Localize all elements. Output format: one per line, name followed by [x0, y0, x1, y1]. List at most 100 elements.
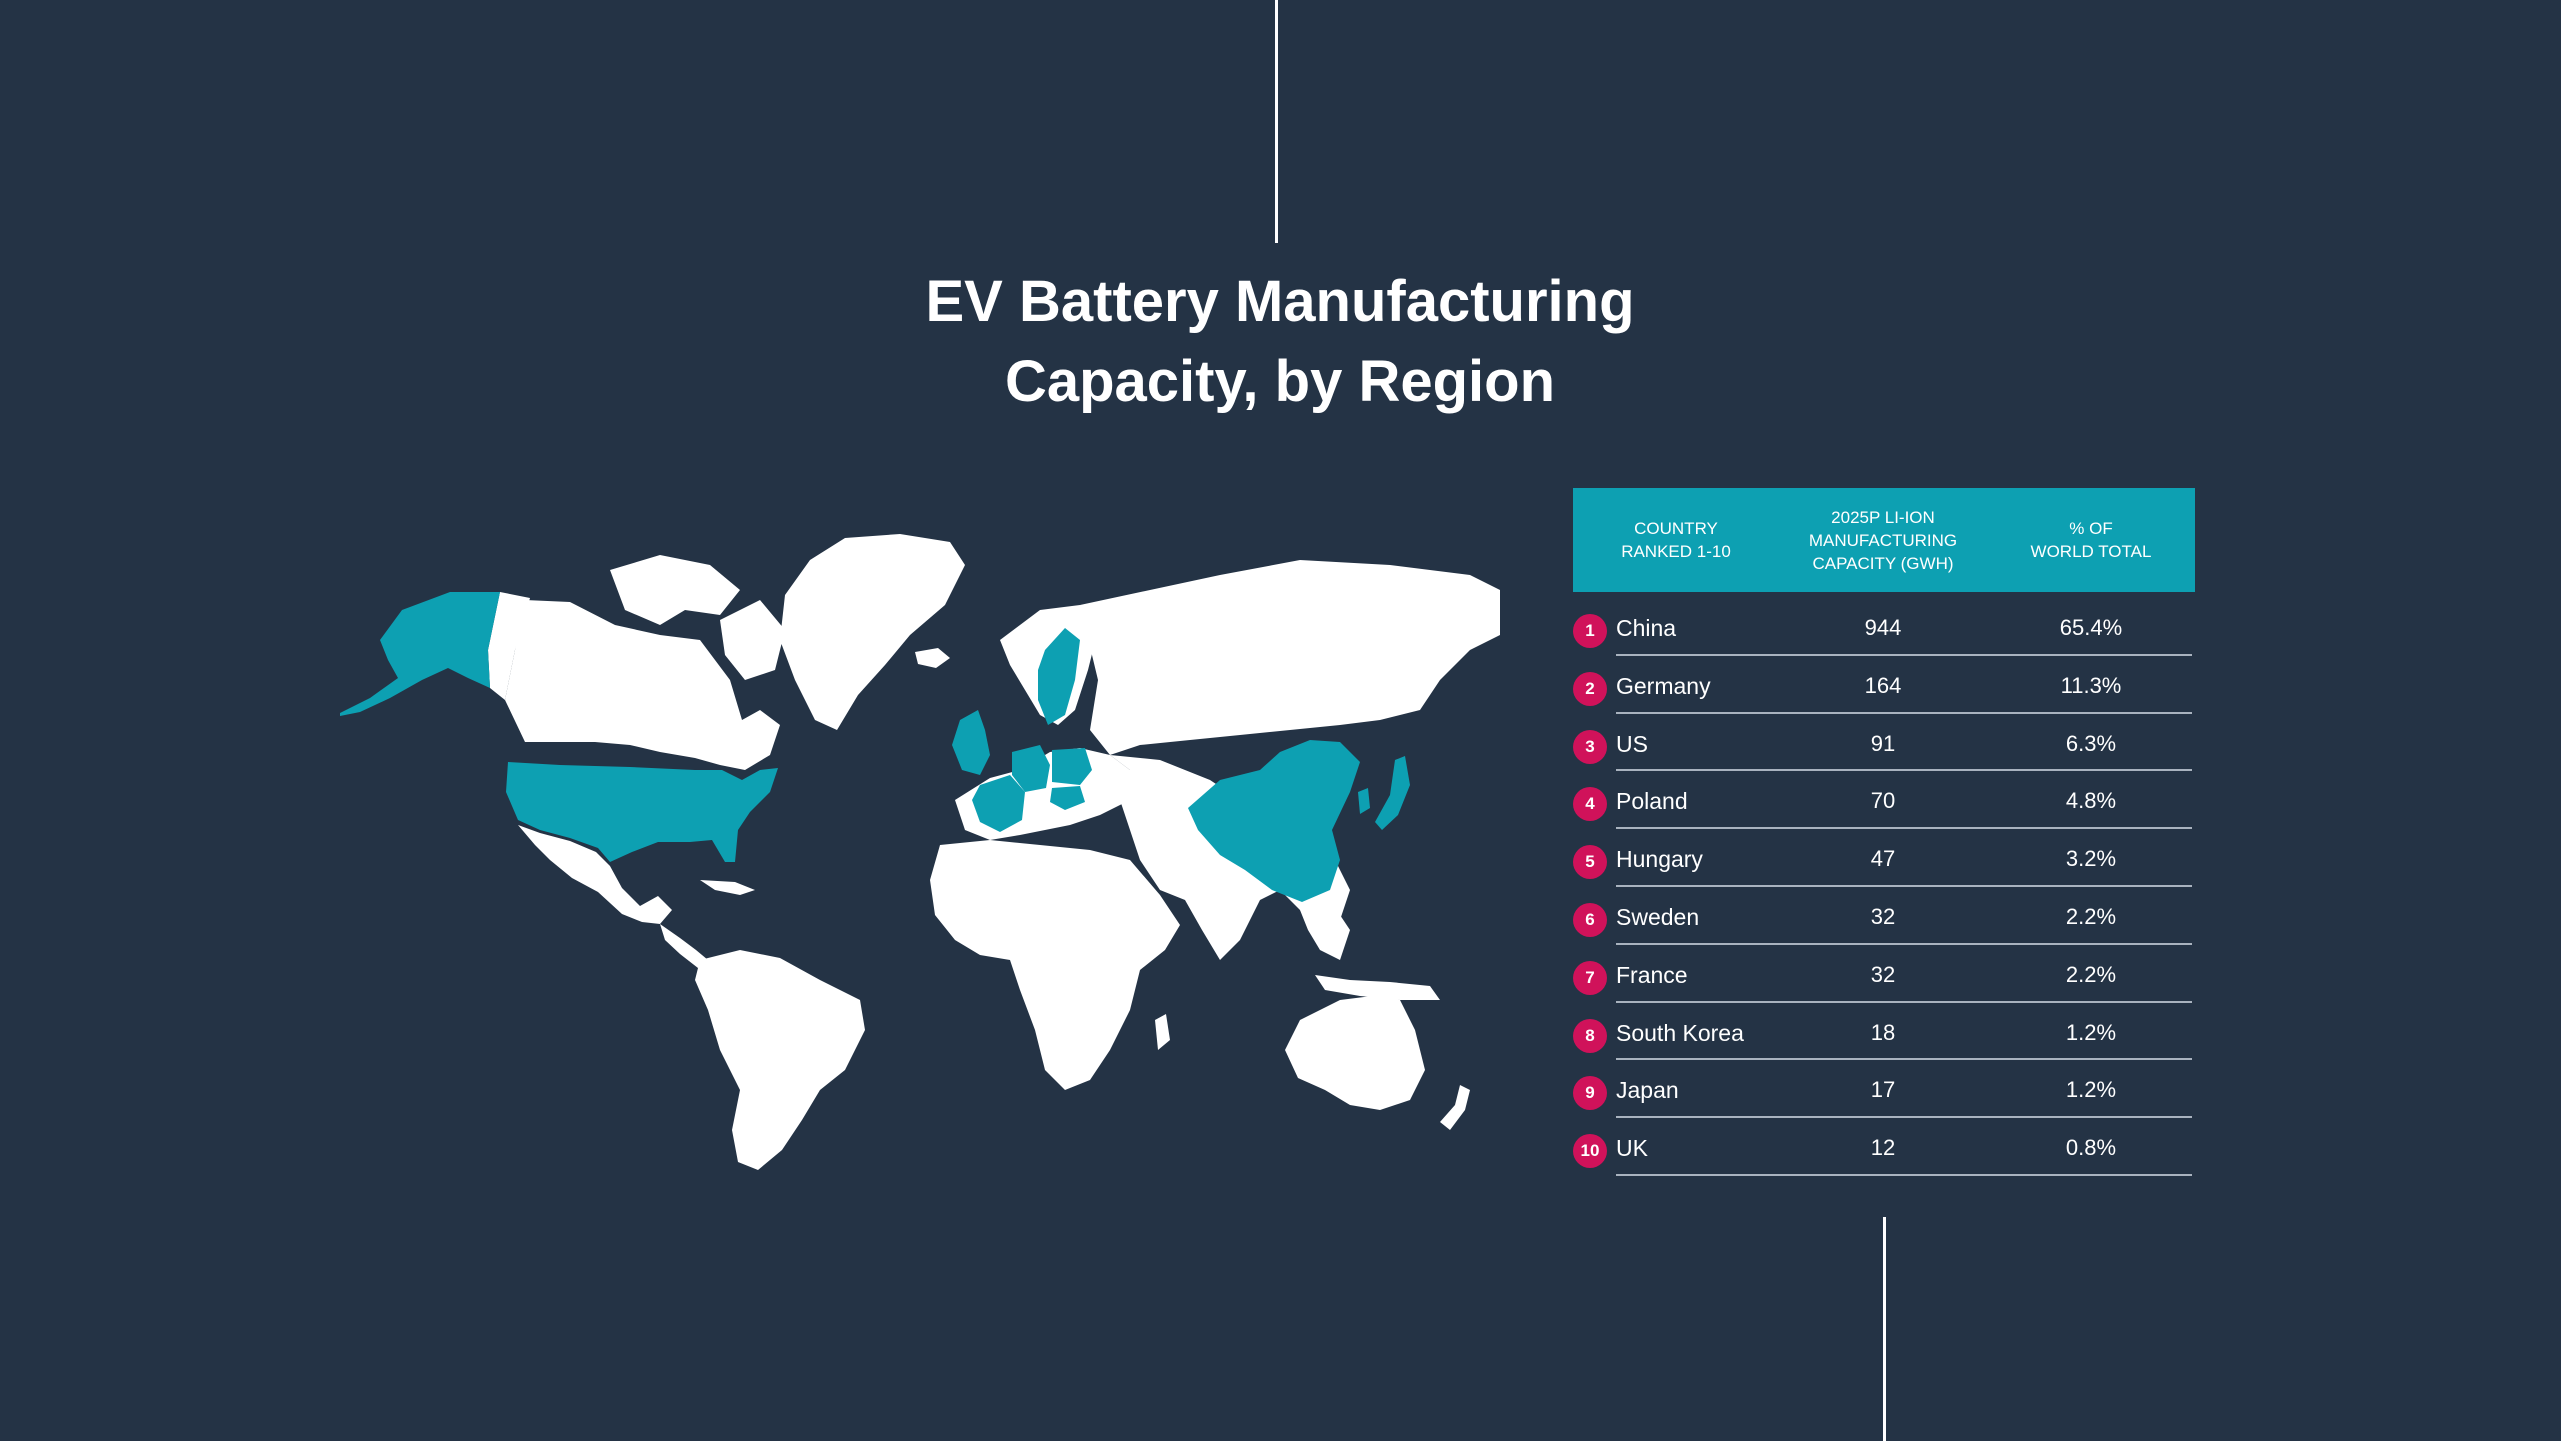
- page-title: EV Battery Manufacturing Capacity, by Re…: [780, 262, 1780, 422]
- land-iceland: [915, 648, 950, 668]
- table-row: 9 Japan 17 1.2%: [1573, 1062, 2195, 1120]
- country-name: Japan: [1616, 1077, 1679, 1104]
- rank-badge: 3: [1573, 729, 1607, 764]
- land-indonesia: [1315, 975, 1440, 1000]
- table-row: 1 China 944 65.4%: [1573, 600, 2195, 658]
- land-madagascar: [1155, 1014, 1170, 1050]
- rank-badge: 4: [1573, 787, 1607, 822]
- rank-badge: 10: [1573, 1134, 1607, 1169]
- capacity-value: 91: [1870, 730, 1896, 756]
- title-line-1: EV Battery Manufacturing: [925, 269, 1635, 334]
- share-value: 2.2%: [2065, 961, 2117, 987]
- table-header: COUNTRY RANKED 1-10 2025P LI-ION MANUFAC…: [1573, 488, 2195, 592]
- capacity-value: 32: [1870, 903, 1896, 929]
- divider-line-bottom: [1883, 1217, 1886, 1441]
- row-divider: [1616, 1058, 2192, 1061]
- capacity-value: 18: [1870, 1019, 1896, 1045]
- table-row: 3 US 91 6.3%: [1573, 716, 2195, 774]
- land-arctic-islands: [610, 555, 740, 625]
- capacity-value: 32: [1870, 961, 1896, 987]
- capacity-value: 47: [1870, 846, 1896, 872]
- share-value: 4.8%: [2065, 788, 2117, 814]
- share-value: 65.4%: [2059, 615, 2123, 640]
- region-france: [972, 775, 1025, 832]
- region-us: [506, 762, 778, 862]
- land-australia: [1285, 995, 1425, 1110]
- world-map: [340, 534, 1500, 1170]
- capacity-value: 164: [1864, 672, 1902, 698]
- row-divider: [1616, 884, 2192, 887]
- region-germany: [1012, 745, 1050, 792]
- land-baffin-island: [720, 600, 785, 680]
- land-new-zealand: [1440, 1085, 1470, 1130]
- row-divider: [1616, 827, 2192, 830]
- country-name: South Korea: [1616, 1019, 1744, 1046]
- ranking-table: COUNTRY RANKED 1-10 2025P LI-ION MANUFAC…: [1573, 488, 2195, 1178]
- share-value: 1.2%: [2065, 1077, 2117, 1103]
- share-value: 1.2%: [2065, 1019, 2117, 1045]
- table-row: 8 South Korea 18 1.2%: [1573, 1005, 2195, 1063]
- share-value: 11.3%: [2060, 672, 2122, 698]
- table-body: 1 China 944 65.4% 2 Germany 164 11.3% 3 US 91 6.3…: [1573, 600, 2195, 1178]
- row-divider: [1616, 769, 2192, 772]
- region-china: [1188, 740, 1360, 902]
- share-value: 2.2%: [2065, 903, 2117, 929]
- land-greenland: [780, 534, 965, 730]
- share-value: 3.2%: [2065, 846, 2117, 872]
- row-divider: [1616, 1173, 2192, 1176]
- row-divider: [1616, 1116, 2192, 1119]
- header-share: % OF WORLD TOTAL: [2030, 519, 2152, 561]
- country-name: US: [1616, 730, 1648, 757]
- header-country: COUNTRY RANKED 1-10: [1621, 519, 1731, 561]
- country-name: France: [1616, 961, 1688, 988]
- region-us-alaska: [340, 592, 500, 716]
- table-row: 7 France 32 2.2%: [1573, 947, 2195, 1005]
- capacity-value: 17: [1870, 1077, 1896, 1103]
- row-divider: [1616, 653, 2192, 656]
- capacity-value: 944: [1864, 615, 1902, 640]
- land-central-america: [660, 924, 708, 968]
- land-canada: [505, 600, 780, 770]
- land-africa: [930, 840, 1180, 1090]
- land-russia: [1080, 560, 1500, 755]
- table-row: 6 Sweden 32 2.2%: [1573, 889, 2195, 947]
- table-row: 10 UK 12 0.8%: [1573, 1120, 2195, 1178]
- country-name: Sweden: [1616, 903, 1700, 930]
- region-japan: [1375, 756, 1410, 830]
- region-hungary: [1050, 786, 1085, 810]
- capacity-value: 70: [1870, 788, 1896, 814]
- region-uk: [952, 710, 990, 775]
- header-capacity: 2025P LI-ION MANUFACTURING CAPACITY (GWH…: [1808, 507, 1958, 573]
- country-name: Germany: [1616, 672, 1711, 699]
- title-line-2: Capacity, by Region: [1004, 349, 1556, 414]
- rank-badge: 1: [1573, 614, 1607, 648]
- region-sweden: [1038, 628, 1080, 725]
- land-alaska: [488, 592, 530, 700]
- divider-line-top: [1275, 0, 1278, 243]
- land-mexico: [518, 825, 672, 924]
- land-southeast-asia: [1300, 900, 1350, 960]
- share-value: 0.8%: [2065, 1135, 2117, 1161]
- country-name: UK: [1616, 1135, 1648, 1162]
- share-value: 6.3%: [2065, 730, 2117, 756]
- rank-badge: 2: [1573, 671, 1607, 706]
- country-name: Poland: [1616, 788, 1688, 815]
- row-divider: [1616, 942, 2192, 945]
- region-south-korea: [1358, 788, 1370, 814]
- row-divider: [1616, 1000, 2192, 1003]
- rank-badge: 6: [1573, 902, 1607, 937]
- land-caribbean: [700, 880, 755, 895]
- region-poland: [1052, 748, 1092, 785]
- rank-badge: 5: [1573, 845, 1607, 880]
- rank-badge: 9: [1573, 1076, 1607, 1111]
- land-south-america: [695, 950, 865, 1170]
- table-row: 4 Poland 70 4.8%: [1573, 773, 2195, 831]
- row-divider: [1616, 711, 2192, 714]
- rank-badge: 8: [1573, 1018, 1607, 1053]
- table-row: 2 Germany 164 11.3%: [1573, 658, 2195, 716]
- capacity-value: 12: [1870, 1135, 1896, 1161]
- country-name: China: [1616, 615, 1677, 641]
- rank-badge: 7: [1573, 960, 1607, 995]
- country-name: Hungary: [1616, 846, 1703, 873]
- table-row: 5 Hungary 47 3.2%: [1573, 831, 2195, 889]
